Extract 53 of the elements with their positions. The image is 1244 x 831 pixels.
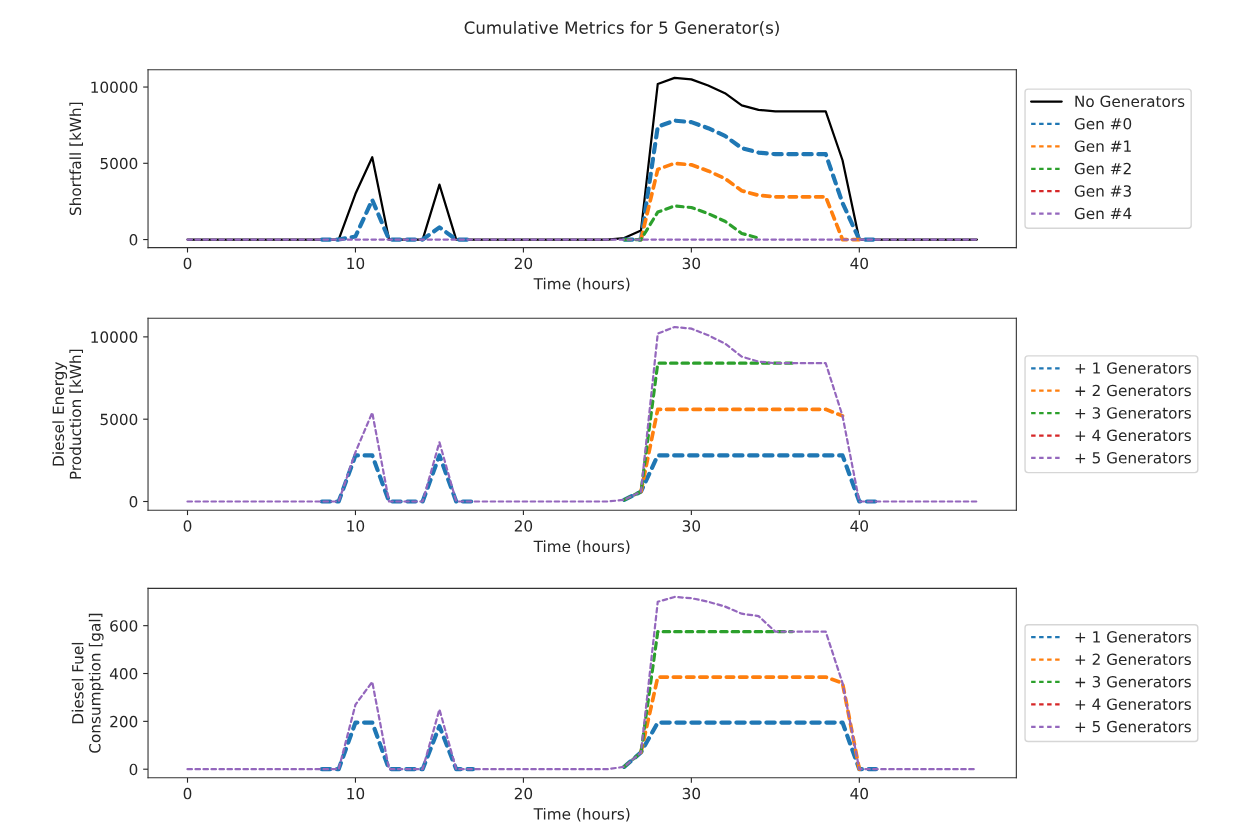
y-tick-label: 10000	[91, 81, 138, 94]
x-tick-label: 40	[850, 520, 869, 532]
y-tick-label: 200	[110, 715, 138, 728]
y-tick-label: 0	[129, 495, 138, 508]
y-tick-label: 0	[129, 763, 138, 776]
x-tick-label: 30	[682, 787, 701, 800]
y-tick-label: 400	[109, 667, 138, 680]
legend-label: + 4 Generators	[1075, 698, 1191, 710]
y-tick-label: 5000	[100, 413, 138, 426]
line-series	[622, 204, 761, 242]
legend-label: No Generators	[1075, 95, 1185, 108]
x-tick-label: 20	[514, 787, 533, 800]
x-tick-label: 0	[183, 520, 192, 532]
x-tick-label: 0	[183, 787, 192, 800]
legend-label: Gen #1	[1074, 140, 1131, 152]
x-axis-title: Time (hours)	[533, 540, 630, 554]
y-tick-label: 10000	[91, 331, 138, 343]
x-tick-label: 40	[850, 787, 869, 800]
legend-label: + 3 Generators	[1075, 407, 1191, 419]
legend-label: + 1 Generators	[1075, 362, 1191, 374]
x-tick-label: 10	[347, 257, 365, 270]
x-tick-label: 30	[682, 520, 701, 532]
line-series	[639, 161, 862, 242]
y-tick-label: 0	[129, 234, 138, 246]
chart-title: Cumulative Metrics for 5 Generator(s)	[464, 21, 779, 36]
line-series	[186, 595, 978, 771]
legend-label: Gen #0	[1074, 117, 1132, 130]
x-tick-label: 30	[682, 257, 701, 270]
legend-label: + 3 Generators	[1075, 675, 1191, 688]
x-tick-label: 40	[850, 257, 869, 270]
legend-label: + 4 Generators	[1075, 429, 1191, 442]
x-tick-label: 20	[514, 520, 533, 532]
legend-label: + 2 Generators	[1075, 384, 1191, 397]
x-axis-title: Time (hours)	[533, 807, 630, 822]
x-tick-label: 10	[347, 787, 365, 800]
legend-label: Gen #2	[1074, 162, 1131, 175]
y-axis-title: Shortfall [kWh]	[69, 102, 83, 216]
legend-label: + 2 Generators	[1075, 653, 1191, 666]
legend-label: + 1 Generators	[1075, 631, 1191, 643]
x-tick-label: 0	[183, 257, 192, 270]
line-series	[186, 325, 978, 503]
line-series	[639, 675, 862, 772]
y-tick-label: 600	[110, 620, 138, 632]
legend-label: + 5 Generators	[1075, 720, 1191, 733]
legend-label: Gen #3	[1074, 185, 1131, 197]
y-axis-title: Diesel Energy Production [kWh]	[52, 349, 83, 479]
legend-label: Gen #4	[1074, 207, 1132, 220]
x-tick-label: 10	[347, 520, 365, 532]
y-tick-label: 5000	[100, 157, 138, 170]
x-tick-label: 20	[514, 257, 533, 270]
x-axis-title: Time (hours)	[533, 277, 630, 292]
y-axis-title: Diesel Fuel Consumption [gal]	[71, 613, 104, 753]
legend-label: + 5 Generators	[1075, 451, 1191, 464]
